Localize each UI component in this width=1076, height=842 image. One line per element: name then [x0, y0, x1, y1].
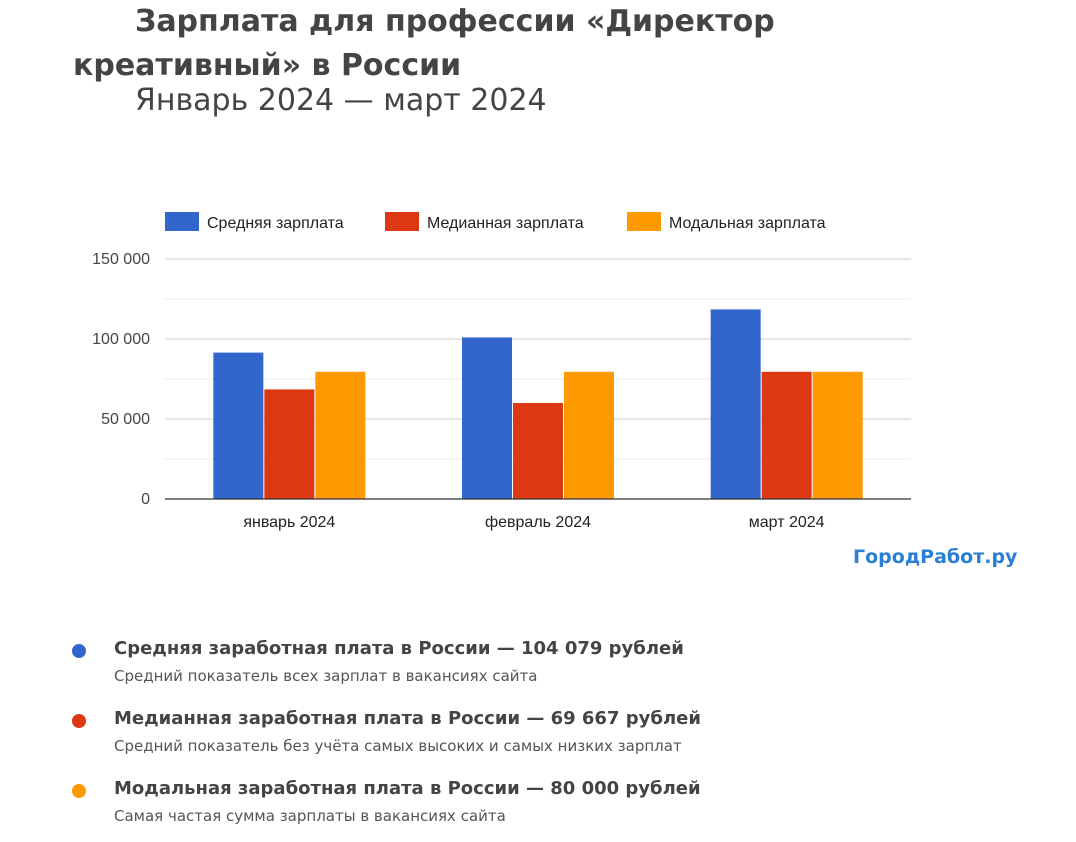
stat-description: Средний показатель без учёта самых высок…	[114, 737, 682, 755]
brand-logo: ГородРабот.ру	[853, 546, 1018, 568]
stat-modal: Модальная заработная плата в России — 80…	[72, 772, 701, 842]
legend-swatch	[627, 212, 661, 231]
x-tick-label: март 2024	[749, 514, 825, 531]
stat-heading: Медианная заработная плата в России — 69…	[114, 708, 701, 729]
bar	[264, 389, 315, 499]
stat-average: Средняя заработная плата в России — 104 …	[72, 632, 701, 702]
bar	[513, 403, 563, 499]
x-tick-label: февраль 2024	[485, 514, 591, 531]
bar	[761, 371, 812, 499]
bar	[812, 371, 863, 499]
stat-median: Медианная заработная плата в России — 69…	[72, 702, 701, 772]
bar	[315, 371, 366, 499]
y-tick-label: 0	[141, 491, 150, 508]
y-tick-label: 50 000	[101, 411, 150, 428]
bar	[564, 371, 614, 499]
bar	[462, 337, 512, 499]
y-tick-label: 150 000	[92, 251, 150, 268]
salary-bar-chart: 0 50 000 100 000 150 000 январь 2024 февраль …	[92, 212, 911, 531]
modal-dot-icon	[72, 784, 86, 798]
page-subtitle: Январь 2024 — март 2024	[135, 83, 547, 118]
legend-swatch	[385, 212, 419, 231]
bar	[213, 352, 264, 499]
average-dot-icon	[72, 644, 86, 658]
bar	[710, 309, 761, 499]
stat-heading: Модальная заработная плата в России — 80…	[114, 778, 701, 799]
legend-swatch	[165, 212, 199, 231]
stat-description: Самая частая сумма зарплаты в вакансиях …	[114, 807, 506, 825]
salary-stats-list: Средняя заработная плата в России — 104 …	[72, 632, 701, 842]
legend-label: Средняя зарплата	[207, 215, 344, 232]
legend-label: Медианная зарплата	[427, 215, 584, 232]
y-tick-label: 100 000	[92, 331, 150, 348]
legend-label: Модальная зарплата	[669, 215, 826, 232]
stat-heading: Средняя заработная плата в России — 104 …	[114, 638, 684, 659]
stat-description: Средний показатель всех зарплат в ваканс…	[114, 667, 538, 685]
x-tick-label: январь 2024	[243, 514, 335, 531]
median-dot-icon	[72, 714, 86, 728]
page-title: Зарплата для профессии «Директор креатив…	[73, 4, 775, 83]
